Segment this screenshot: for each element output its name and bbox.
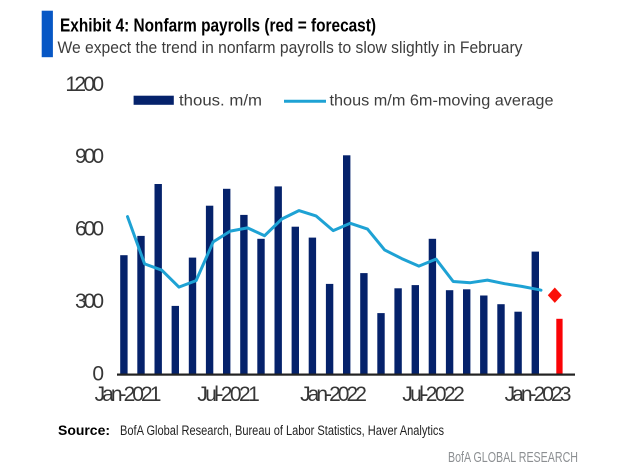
svg-text:Jan-2021: Jan-2021 (95, 383, 162, 406)
svg-text:600: 600 (75, 218, 104, 241)
svg-text:BofA Global Research, Bureau o: BofA Global Research, Bureau of Labor St… (120, 423, 444, 438)
svg-text:1200: 1200 (65, 73, 104, 96)
svg-text:We expect the trend in nonfarm: We expect the trend in nonfarm payrolls … (58, 38, 523, 57)
svg-text:thous. m/m: thous. m/m (179, 92, 262, 109)
svg-text:BofA GLOBAL RESEARCH: BofA GLOBAL RESEARCH (448, 450, 578, 466)
svg-text:300: 300 (75, 290, 104, 313)
svg-text:0: 0 (92, 363, 104, 386)
svg-text:Source:: Source: (58, 423, 110, 438)
svg-text:Jul-2021: Jul-2021 (197, 383, 260, 406)
svg-text:900: 900 (75, 145, 104, 168)
svg-text:Jan-2022: Jan-2022 (300, 383, 367, 406)
svg-text:thous m/m 6m-moving average: thous m/m 6m-moving average (330, 92, 554, 109)
svg-text:Jul-2022: Jul-2022 (402, 383, 465, 406)
svg-text:Jan-2023: Jan-2023 (505, 383, 572, 406)
svg-text:Exhibit 4: Nonfarm payrolls (r: Exhibit 4: Nonfarm payrolls (red = forec… (60, 15, 376, 35)
